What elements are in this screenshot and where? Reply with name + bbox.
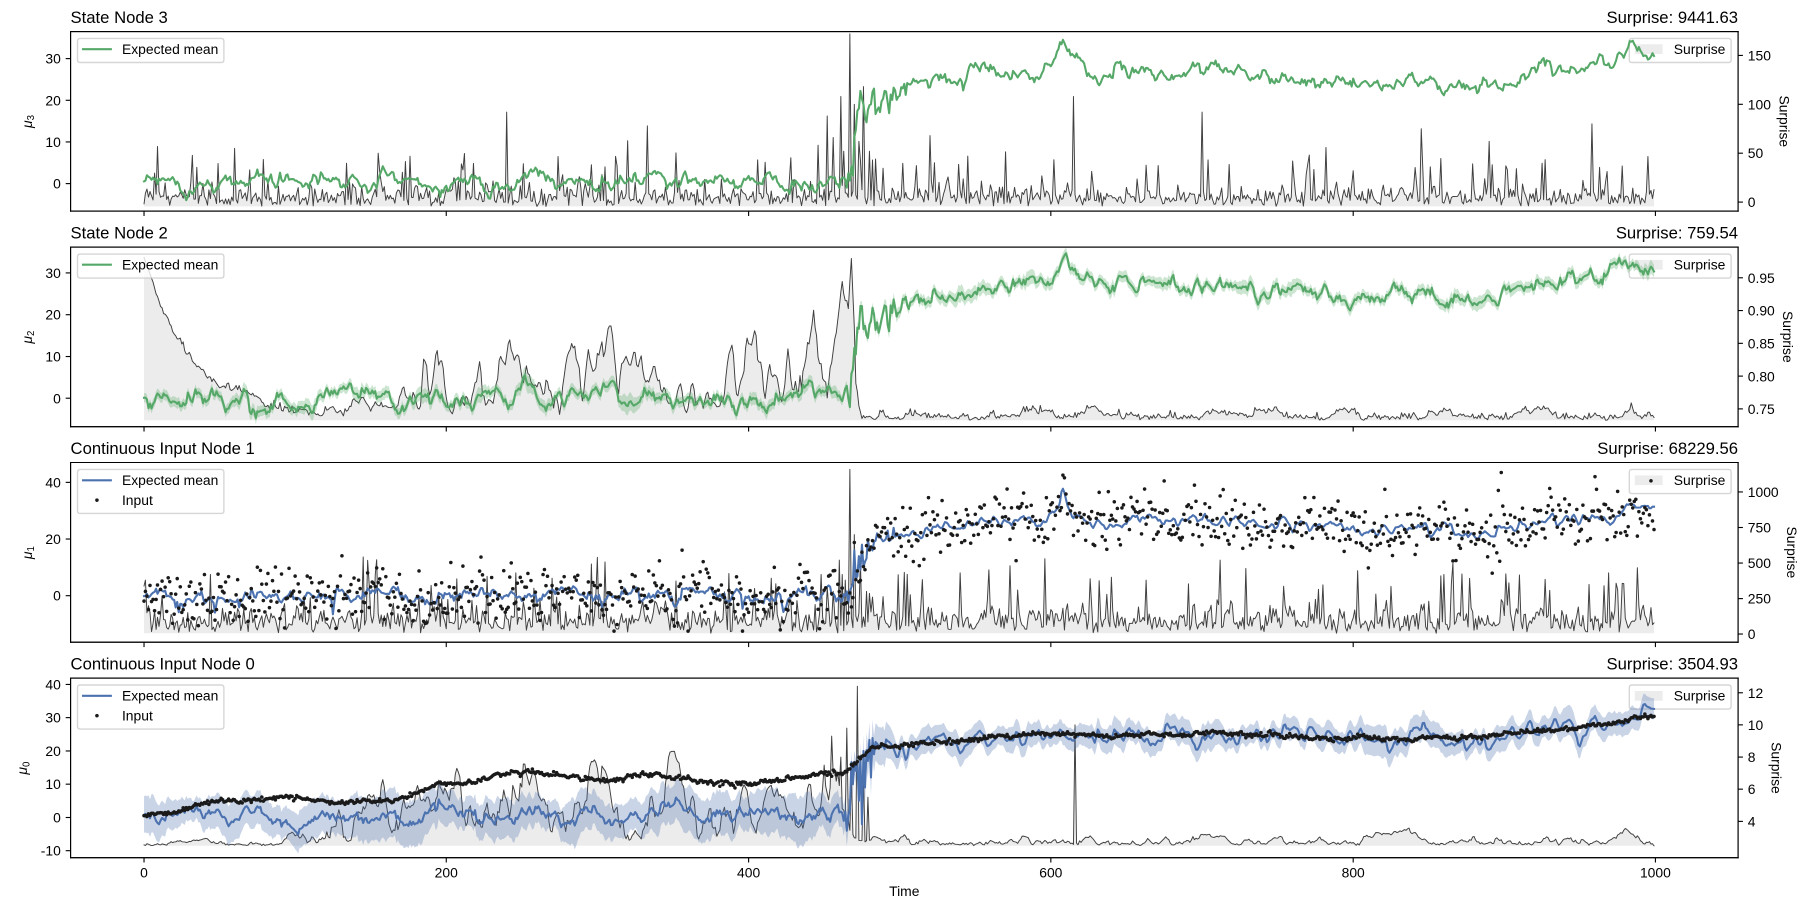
svg-text:1000: 1000	[1640, 865, 1671, 881]
svg-text:Expected mean: Expected mean	[122, 41, 218, 57]
svg-text:20: 20	[45, 531, 61, 547]
svg-text:Surprise: 3504.93: Surprise: 3504.93	[1607, 655, 1739, 674]
svg-text:Surprise: Surprise	[1674, 688, 1726, 704]
svg-text:0: 0	[53, 810, 61, 826]
svg-text:Expected mean: Expected mean	[122, 688, 218, 704]
svg-text:μ 0: μ 0	[7, 761, 32, 776]
svg-text:Input: Input	[122, 492, 153, 508]
svg-text:500: 500	[1748, 555, 1771, 571]
svg-text:200: 200	[435, 865, 458, 881]
svg-text:Surprise: 759.54: Surprise: 759.54	[1616, 224, 1738, 243]
svg-text:4: 4	[1748, 813, 1756, 829]
svg-text:Surprise: Surprise	[1769, 742, 1785, 794]
svg-text:150: 150	[1748, 47, 1771, 63]
svg-text:12: 12	[1748, 685, 1764, 701]
svg-text:1000: 1000	[1748, 484, 1779, 500]
svg-text:600: 600	[1039, 865, 1062, 881]
svg-text:Continuous Input Node 0: Continuous Input Node 0	[71, 655, 255, 674]
svg-text:250: 250	[1748, 591, 1771, 607]
svg-text:20: 20	[45, 307, 61, 323]
svg-text:10: 10	[1748, 717, 1764, 733]
svg-text:Input: Input	[122, 708, 153, 724]
svg-text:10: 10	[45, 776, 61, 792]
svg-text:Surprise: Surprise	[1674, 41, 1726, 57]
svg-text:μ 1: μ 1	[12, 545, 37, 560]
svg-text:0: 0	[53, 390, 61, 406]
svg-text:800: 800	[1342, 865, 1365, 881]
svg-text:400: 400	[737, 865, 760, 881]
svg-text:Surprise: 9441.63: Surprise: 9441.63	[1607, 8, 1739, 27]
svg-text:Surprise: Surprise	[1674, 257, 1726, 273]
svg-text:0.80: 0.80	[1748, 368, 1775, 384]
svg-text:0: 0	[1748, 626, 1756, 642]
svg-text:State Node 3: State Node 3	[71, 8, 168, 27]
svg-text:6: 6	[1748, 781, 1756, 797]
svg-text:50: 50	[1748, 145, 1764, 161]
svg-text:Surprise: Surprise	[1776, 95, 1792, 147]
svg-text:Continuous Input Node 1: Continuous Input Node 1	[71, 439, 255, 458]
svg-text:8: 8	[1748, 749, 1756, 765]
svg-text:20: 20	[45, 743, 61, 759]
svg-text:0: 0	[140, 865, 148, 881]
svg-text:Expected mean: Expected mean	[122, 472, 218, 488]
svg-text:100: 100	[1748, 96, 1771, 112]
svg-text:0.90: 0.90	[1748, 303, 1775, 319]
svg-text:30: 30	[45, 265, 61, 281]
svg-text:0.95: 0.95	[1748, 270, 1775, 286]
svg-text:30: 30	[45, 710, 61, 726]
svg-text:Surprise: 68229.56: Surprise: 68229.56	[1597, 439, 1738, 458]
svg-text:μ 3: μ 3	[12, 114, 37, 129]
svg-text:750: 750	[1748, 520, 1771, 536]
svg-text:40: 40	[45, 676, 61, 692]
svg-text:20: 20	[45, 92, 61, 108]
svg-text:0.75: 0.75	[1748, 401, 1775, 417]
svg-text:0: 0	[53, 176, 61, 192]
svg-text:0: 0	[53, 588, 61, 604]
svg-text:State Node 2: State Node 2	[71, 224, 168, 243]
svg-text:30: 30	[45, 51, 61, 67]
svg-text:Expected mean: Expected mean	[122, 257, 218, 273]
svg-text:Surprise: Surprise	[1674, 472, 1726, 488]
svg-text:Surprise: Surprise	[1784, 527, 1800, 579]
svg-text:10: 10	[45, 134, 61, 150]
svg-text:0.85: 0.85	[1748, 335, 1775, 351]
svg-text:0: 0	[1748, 194, 1756, 210]
svg-text:μ 2: μ 2	[12, 330, 37, 345]
svg-text:Surprise: Surprise	[1780, 311, 1796, 363]
svg-text:10: 10	[45, 349, 61, 365]
svg-text:-10: -10	[41, 843, 61, 859]
svg-text:40: 40	[45, 474, 61, 490]
svg-text:Time: Time	[889, 883, 920, 899]
